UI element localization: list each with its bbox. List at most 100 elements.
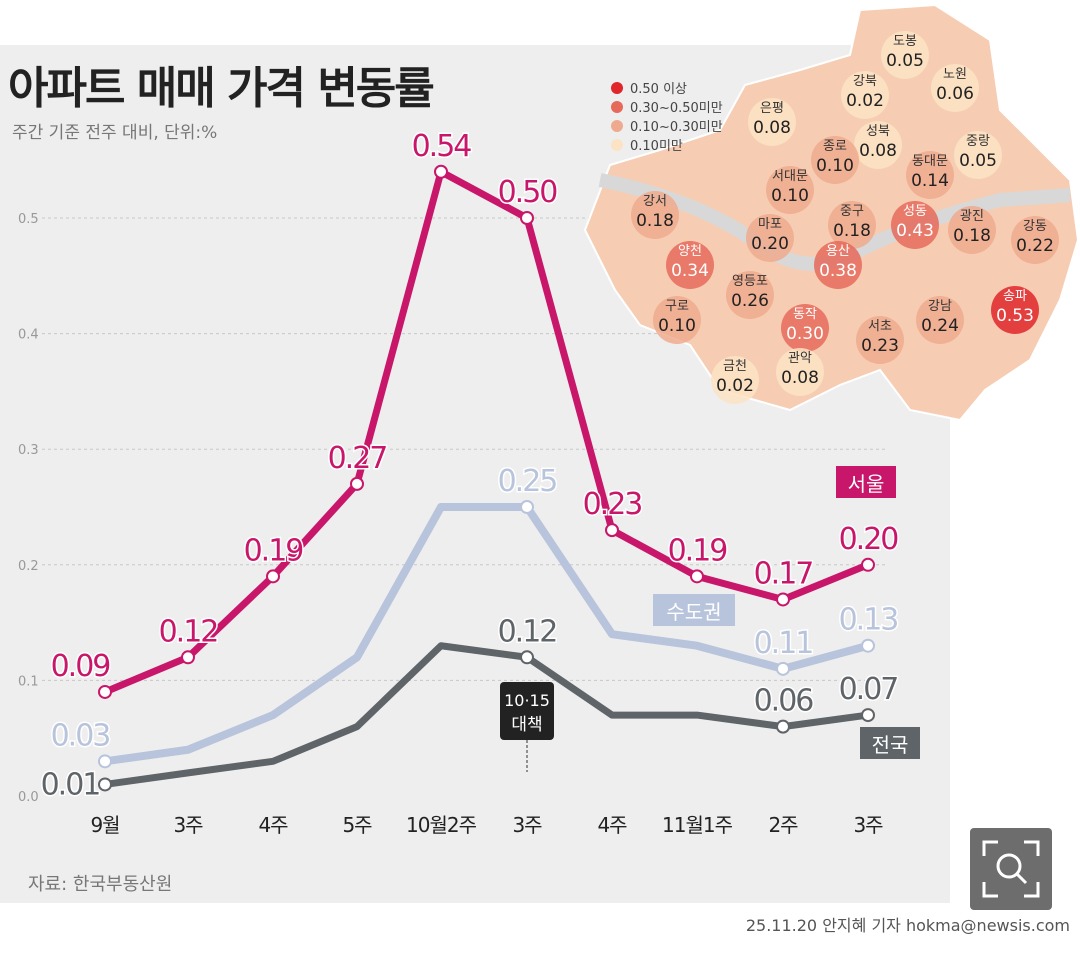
data-label: 0.20 (839, 522, 899, 557)
district-동작 (781, 304, 829, 352)
zoom-button[interactable] (970, 828, 1052, 910)
x-tick-label: 2주 (768, 813, 798, 837)
y-tick-label: 0.2 (18, 559, 39, 574)
district-value: 0.10 (816, 156, 854, 176)
district-value: 0.18 (636, 211, 674, 231)
data-label: 0.06 (754, 684, 814, 719)
data-label: 0.19 (668, 533, 727, 568)
district-송파 (991, 286, 1039, 334)
district-종로 (811, 136, 859, 184)
district-value: 0.14 (911, 171, 949, 191)
data-label: 0.11 (754, 626, 813, 661)
district-name: 동작 (793, 307, 817, 322)
credit-line: 25.11.20 안지혜 기자 hokma@newsis.com (745, 916, 1070, 935)
x-tick-label: 10월2주 (406, 813, 477, 837)
data-point (434, 164, 448, 179)
legend-swatch (611, 101, 623, 113)
district-구로 (653, 296, 701, 344)
district-value: 0.10 (771, 186, 809, 206)
chart-subtitle: 주간 기준 전주 대비, 단위:% (12, 123, 218, 143)
district-관악 (776, 348, 824, 396)
district-value: 0.06 (936, 84, 974, 104)
legend-label: 0.10미만 (630, 139, 683, 154)
district-value: 0.26 (731, 291, 769, 311)
series-tag: 전국 (872, 733, 909, 757)
data-label: 0.03 (51, 718, 110, 753)
district-중구 (828, 201, 876, 249)
district-동대문 (906, 151, 954, 199)
data-point (98, 777, 112, 792)
district-양천 (666, 241, 714, 289)
data-point (350, 476, 364, 491)
y-tick-label: 0.1 (18, 674, 39, 689)
data-point (776, 719, 790, 734)
district-강동 (1011, 216, 1059, 264)
policy-annotation-line1: 10·15 (504, 691, 550, 710)
district-금천 (711, 356, 759, 404)
data-label: 0.27 (328, 441, 387, 476)
district-name: 성동 (903, 204, 927, 219)
district-name: 강동 (1023, 219, 1047, 234)
x-tick-label: 5주 (342, 813, 372, 837)
data-label: 0.09 (51, 649, 110, 684)
source-note: 자료: 한국부동산원 (28, 874, 173, 895)
district-name: 종로 (823, 139, 847, 154)
data-point (776, 661, 790, 676)
data-point (520, 500, 534, 514)
legend-swatch (611, 139, 623, 151)
district-노원 (931, 64, 979, 112)
data-label: 0.13 (839, 603, 898, 638)
district-name: 용산 (826, 244, 850, 259)
district-value: 0.34 (671, 261, 709, 281)
district-은평 (748, 98, 796, 146)
x-tick-label: 3주 (853, 813, 883, 837)
y-tick-label: 0.4 (18, 328, 39, 343)
district-강북 (841, 71, 889, 119)
district-value: 0.24 (921, 316, 959, 336)
x-tick-label: 4주 (597, 813, 627, 837)
data-point (520, 650, 534, 665)
district-광진 (948, 206, 996, 254)
district-value: 0.30 (786, 324, 824, 344)
district-value: 0.43 (896, 221, 934, 241)
district-용산 (814, 241, 862, 289)
district-value: 0.02 (846, 91, 884, 111)
data-point (520, 211, 534, 225)
data-point (861, 708, 875, 723)
data-point (861, 638, 875, 653)
data-label: 0.23 (583, 487, 642, 522)
district-name: 중랑 (966, 134, 990, 149)
district-value: 0.10 (658, 316, 696, 336)
policy-annotation-line2: 대책 (511, 715, 542, 735)
legend-swatch (611, 82, 623, 94)
series-line-서울 (103, 168, 870, 696)
district-value: 0.22 (1016, 236, 1054, 256)
district-value: 0.05 (959, 151, 997, 171)
district-name: 강북 (853, 74, 877, 89)
district-value: 0.23 (861, 336, 899, 356)
policy-annotation-box (500, 682, 554, 740)
district-중랑 (954, 131, 1002, 179)
district-value: 0.08 (859, 141, 897, 161)
district-name: 동대문 (912, 154, 948, 169)
data-point (181, 650, 195, 665)
data-label: 0.12 (159, 614, 218, 649)
x-tick-label: 11월1주 (662, 813, 733, 837)
district-name: 송파 (1003, 289, 1027, 304)
district-value: 0.18 (953, 226, 991, 246)
series-line-수도권 (104, 503, 870, 766)
district-성동 (891, 201, 939, 249)
district-영등포 (726, 271, 774, 319)
district-name: 도봉 (893, 34, 917, 49)
district-성북 (854, 121, 902, 169)
legend-label: 0.50 이상 (630, 82, 687, 97)
district-value: 0.08 (753, 118, 791, 138)
data-label: 0.12 (498, 614, 557, 649)
legend-label: 0.30~0.50미만 (630, 101, 723, 116)
data-label: 0.50 (498, 175, 558, 210)
district-서대문 (766, 166, 814, 214)
x-tick-label: 3주 (512, 813, 542, 837)
data-label: 0.19 (244, 533, 303, 568)
y-tick-label: 0.3 (18, 443, 39, 458)
data-point (776, 592, 790, 607)
